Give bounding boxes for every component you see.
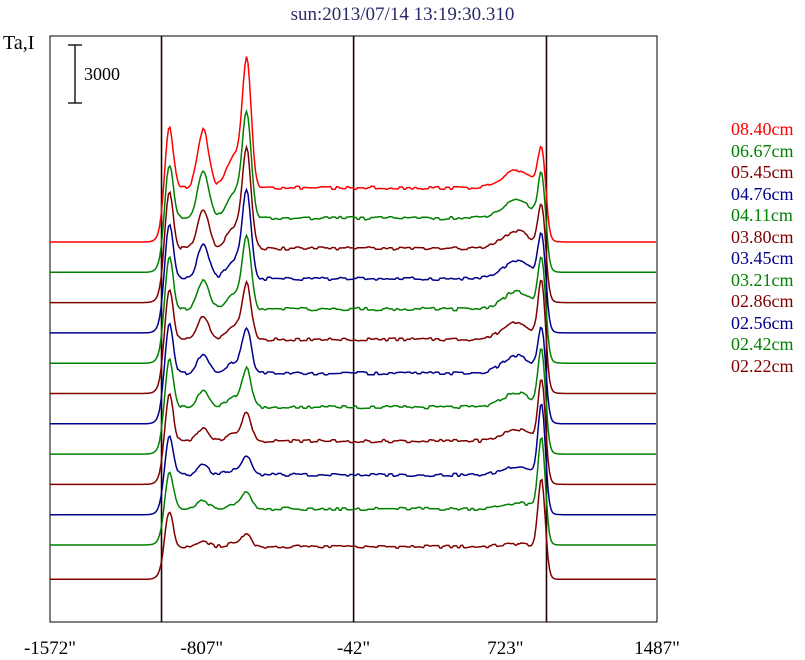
series-line-03.45cm	[50, 322, 656, 425]
series-line-03.80cm	[50, 279, 656, 395]
x-axis-ticks: -1572" -807" -42" 723" 1487"	[24, 638, 680, 659]
x-tick-label: 723"	[487, 638, 523, 659]
legend-entry: 03.21cm	[731, 269, 794, 290]
series-lines	[50, 56, 656, 581]
series-line-03.21cm	[50, 348, 656, 455]
y-axis-label: Ta,I	[3, 32, 35, 54]
x-tick-label: -42"	[337, 638, 370, 659]
series-line-02.42cm	[50, 436, 656, 546]
legend-entry: 05.45cm	[731, 162, 794, 182]
series-line-02.86cm	[50, 379, 656, 486]
scale-bar-label: 3000	[84, 64, 120, 84]
scale-bar: 3000	[68, 44, 120, 104]
legend: 08.40cm 06.67cm 05.45cm 04.76cm 04.11cm 03.80…	[731, 119, 805, 377]
series-line-02.22cm	[50, 478, 656, 581]
series-line-02.56cm	[50, 403, 656, 516]
legend-entry: 02.86cm	[731, 291, 794, 311]
legend-entry: 03.45cm	[731, 248, 794, 268]
legend-entry: 03.80cm	[731, 226, 794, 247]
series-line-04.11cm	[50, 233, 656, 364]
series-line-05.45cm	[50, 144, 656, 304]
chart-title: sun:2013/07/14 13:19:30.310	[290, 4, 515, 25]
legend-entry: 04.76cm	[731, 183, 794, 204]
limb-markers	[160, 36, 548, 622]
legend-entry: 02.56cm	[731, 312, 794, 333]
x-tick-label: -1572"	[24, 638, 76, 659]
legend-entry: 04.11cm	[731, 205, 793, 225]
series-line-06.67cm	[50, 109, 656, 274]
legend-entry: 02.22cm	[731, 355, 794, 376]
x-tick-label: -807"	[181, 638, 224, 659]
legend-entry: 02.42cm	[731, 334, 794, 354]
series-line-04.76cm	[50, 187, 656, 334]
x-tick-label: 1487"	[634, 638, 680, 659]
legend-entry: 08.40cm	[731, 119, 794, 139]
legend-entry: 06.67cm	[731, 140, 794, 161]
series-line-08.40cm	[50, 56, 656, 243]
